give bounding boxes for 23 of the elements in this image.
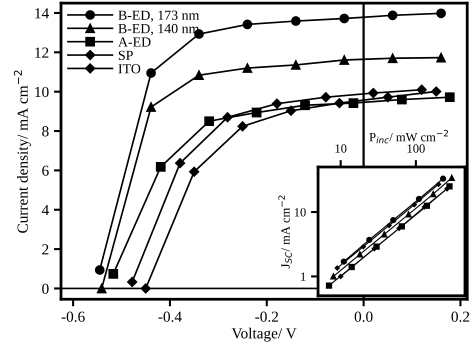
x-tick-label: 0.0 — [354, 312, 373, 322]
y-axis-title: Current density/ mA cm$^{−2}$ — [14, 70, 31, 233]
y-tick-label: 12 — [35, 48, 48, 58]
x-axis-title: P$_{inc}$/ mW cm$^{−2}$ — [369, 130, 448, 144]
x-tick-label: 0.2 — [451, 312, 470, 322]
y-tick-label: 1 — [301, 272, 306, 281]
y-tick-label: 8 — [42, 126, 49, 136]
legend-label: ITO — [118, 64, 140, 74]
x-tick-label: 100 — [408, 144, 425, 153]
x-axis-title: Voltage/ V — [232, 328, 297, 342]
y-tick-label: 6 — [42, 166, 49, 176]
x-tick-label: -0.4 — [158, 312, 182, 322]
y-axis-title: J$_{SC}$/ mA cm$^{−2}$ — [278, 196, 292, 268]
legend-label: A-ED — [118, 37, 151, 47]
y-tick-label: 0 — [42, 284, 49, 294]
x-tick-label: -0.6 — [62, 312, 85, 322]
legend-label: B-ED, 173 nm — [118, 10, 200, 22]
y-tick-label: 4 — [42, 204, 49, 216]
legend-label: SP — [118, 50, 133, 60]
x-tick-label: -0.2 — [255, 312, 278, 322]
y-tick-label: 2 — [42, 244, 48, 254]
y-tick-label: 14 — [35, 8, 49, 18]
y-tick-label: 10 — [35, 86, 49, 98]
